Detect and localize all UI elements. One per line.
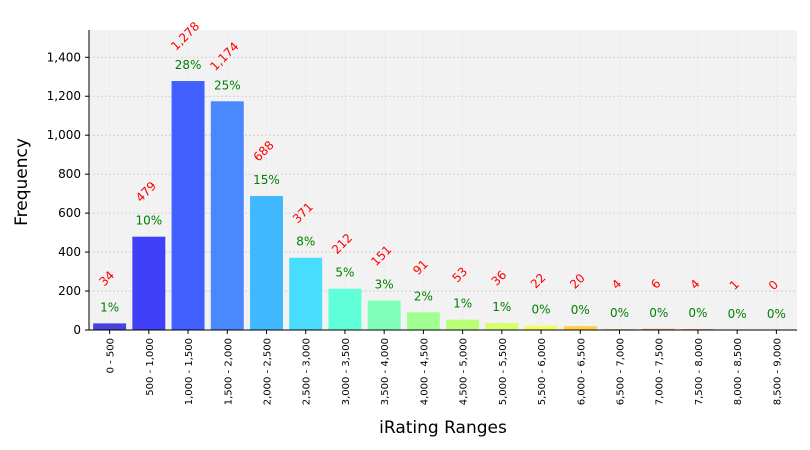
bar [289, 257, 323, 330]
y-axis-ticks: 0 200 400 600 800 1,000 1,200 1,400 [47, 50, 89, 337]
percent-label: 3% [375, 278, 394, 292]
x-tick-label: 7,000 - 7,500 [655, 338, 666, 405]
percent-label: 5% [335, 266, 354, 280]
x-tick-label: 1,500 - 2,000 [223, 338, 234, 405]
percent-label: 0% [532, 303, 551, 317]
percent-label: 0% [571, 303, 590, 317]
percent-label: 8% [296, 235, 315, 249]
percent-label: 1% [492, 300, 511, 314]
x-tick-label: 0 - 500 [106, 338, 117, 373]
bar [132, 236, 166, 330]
y-tick-label: 1,400 [47, 50, 81, 64]
x-tick-label: 4,000 - 4,500 [419, 338, 430, 405]
percent-label: 28% [175, 58, 202, 72]
x-tick-label: 1,000 - 1,500 [184, 338, 195, 405]
x-tick-label: 5,500 - 6,000 [537, 338, 548, 405]
x-tick-label: 8,000 - 8,500 [733, 338, 744, 405]
x-tick-label: 4,500 - 5,000 [459, 338, 470, 405]
x-tick-label: 2,000 - 2,500 [263, 338, 274, 405]
bar [446, 319, 480, 330]
percent-label: 25% [214, 78, 241, 92]
bar [406, 312, 440, 330]
x-tick-label: 8,500 - 9,000 [772, 338, 783, 405]
percent-label: 0% [649, 306, 668, 320]
percent-label: 10% [135, 214, 162, 228]
x-tick-label: 3,000 - 3,500 [341, 338, 352, 405]
x-tick-label: 6,000 - 6,500 [576, 338, 587, 405]
bar [563, 326, 597, 330]
y-tick-label: 800 [58, 167, 81, 181]
x-tick-label: 6,500 - 7,000 [616, 338, 627, 405]
bar [524, 325, 558, 330]
percent-label: 1% [100, 300, 119, 314]
x-tick-label: 7,500 - 8,000 [694, 338, 705, 405]
percent-label: 0% [610, 306, 629, 320]
plot-background [89, 30, 797, 330]
y-tick-label: 1,000 [47, 128, 81, 142]
percent-label: 1% [453, 297, 472, 311]
bar [210, 101, 244, 330]
x-axis-title: iRating Ranges [379, 418, 507, 438]
bar [171, 81, 205, 330]
x-tick-label: 3,500 - 4,000 [380, 338, 391, 405]
bar [93, 323, 127, 330]
bars [93, 81, 754, 330]
bar [250, 195, 283, 330]
x-tick-label: 500 - 1,000 [145, 338, 156, 396]
percent-label: 0% [767, 307, 786, 321]
x-tick-label: 5,000 - 5,500 [498, 338, 509, 405]
y-tick-label: 0 [73, 323, 81, 337]
percent-label: 2% [414, 289, 433, 303]
y-tick-label: 600 [58, 206, 81, 220]
percent-label: 0% [688, 306, 707, 320]
percent-label: 0% [728, 307, 747, 321]
y-tick-label: 1,200 [47, 89, 81, 103]
y-tick-label: 200 [58, 284, 81, 298]
bar [642, 328, 676, 330]
y-axis-title: Frequency [12, 138, 32, 226]
bar [367, 300, 401, 330]
bar [328, 288, 362, 330]
bar [485, 322, 519, 330]
percent-label: 15% [253, 173, 280, 187]
x-axis-ticks: 0 - 500 500 - 1,000 1,000 - 1,500 1,500 - 2… [106, 330, 783, 405]
x-tick-label: 2,500 - 3,000 [302, 338, 313, 405]
y-tick-label: 400 [58, 245, 81, 259]
